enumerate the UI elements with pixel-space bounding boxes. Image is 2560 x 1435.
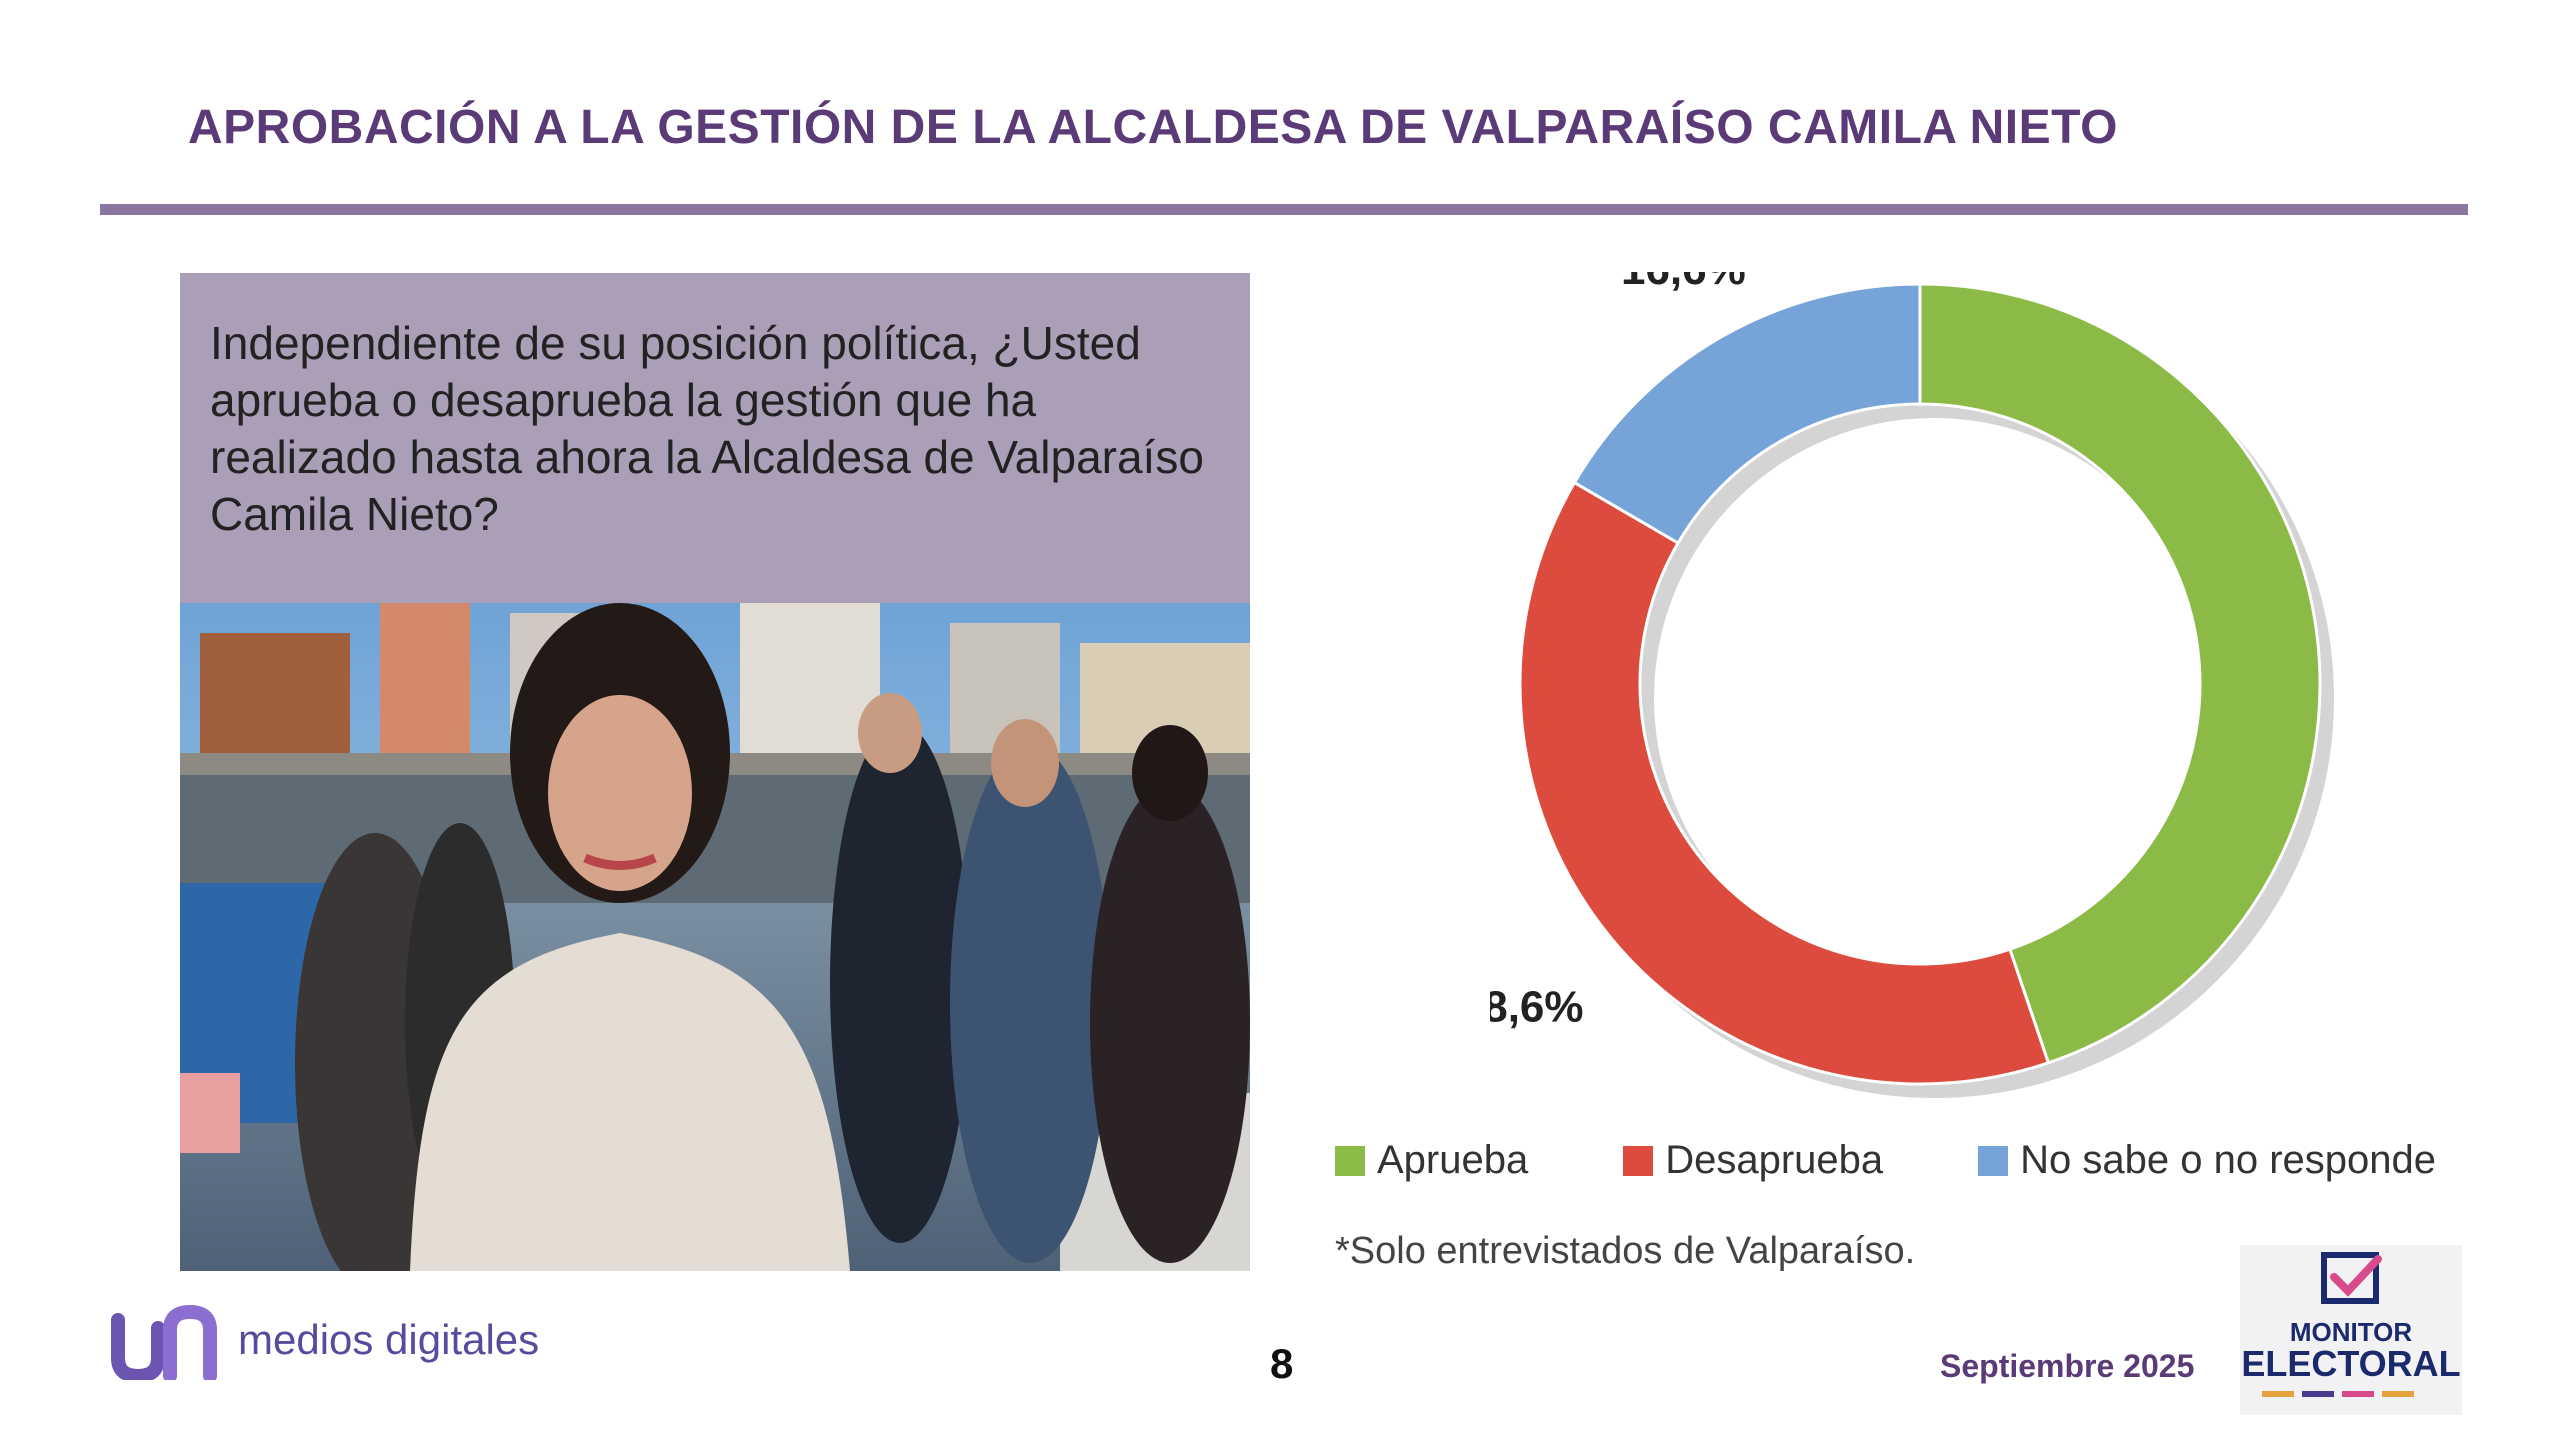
logo-bar: [2342, 1391, 2374, 1397]
ballot-check-icon: [2321, 1252, 2382, 1304]
title-divider: [100, 204, 2468, 215]
brand-medios-digitales: medios digitales: [110, 1300, 539, 1380]
legend-swatch-no-sabe: [1978, 1145, 2009, 1176]
legend-swatch-aprueba: [1335, 1145, 1365, 1176]
logo-bar: [2382, 1391, 2414, 1397]
monitor-electoral-logo: MONITOR ELECTORAL: [2240, 1245, 2462, 1415]
legend-item-aprueba: Aprueba: [1335, 1138, 1528, 1183]
brand-name: medios digitales: [238, 1316, 540, 1363]
mayor-photo: [180, 603, 1250, 1271]
question-box: Independiente de su posición política, ¿…: [180, 273, 1250, 603]
donut-chart: 44,8%38,6%16,6%: [1459, 245, 2505, 1112]
data-label-desaprueba: 38,6%: [1490, 982, 1584, 1031]
legend-label-desaprueba: Desaprueba: [1665, 1138, 1884, 1182]
legend-item-desaprueba: Desaprueba: [1623, 1138, 1883, 1183]
legend-label-no-sabe: No sabe o no responde: [2020, 1138, 2437, 1182]
footnote: *Solo entrevistados de Valparaíso.: [1335, 1230, 1916, 1272]
data-label-no-sabe: 16,6%: [1621, 272, 1746, 294]
slice-aprueba: [1918, 282, 2322, 1065]
photo-illustration: [180, 603, 1250, 1271]
slice-no-sabe: [1572, 282, 1922, 546]
legend-label-aprueba: Aprueba: [1377, 1138, 1529, 1182]
medios-digitales-logo-icon: [111, 1304, 217, 1380]
page-number: 8: [1270, 1340, 1294, 1387]
legend: Aprueba Desaprueba No sabe o no responde: [1335, 1138, 2436, 1183]
logo-color-bars: [2262, 1391, 2422, 1397]
logo-text-electoral: ELECTORAL: [2241, 1343, 2461, 1384]
question-text: Independiente de su posición política, ¿…: [210, 317, 1204, 540]
legend-swatch-desaprueba: [1623, 1145, 1654, 1176]
logo-text-monitor: MONITOR: [2289, 1317, 2413, 1347]
legend-item-no-sabe: No sabe o no responde: [1978, 1138, 2436, 1183]
logo-bar: [2262, 1391, 2294, 1397]
logo-bar: [2302, 1391, 2334, 1397]
page-title: APROBACIÓN A LA GESTIÓN DE LA ALCALDESA …: [188, 101, 2118, 154]
report-date: Septiembre 2025: [1940, 1348, 2195, 1384]
slice-desaprueba: [1518, 480, 2051, 1086]
donut-svg: 44,8%38,6%16,6%: [1459, 245, 2505, 1098]
